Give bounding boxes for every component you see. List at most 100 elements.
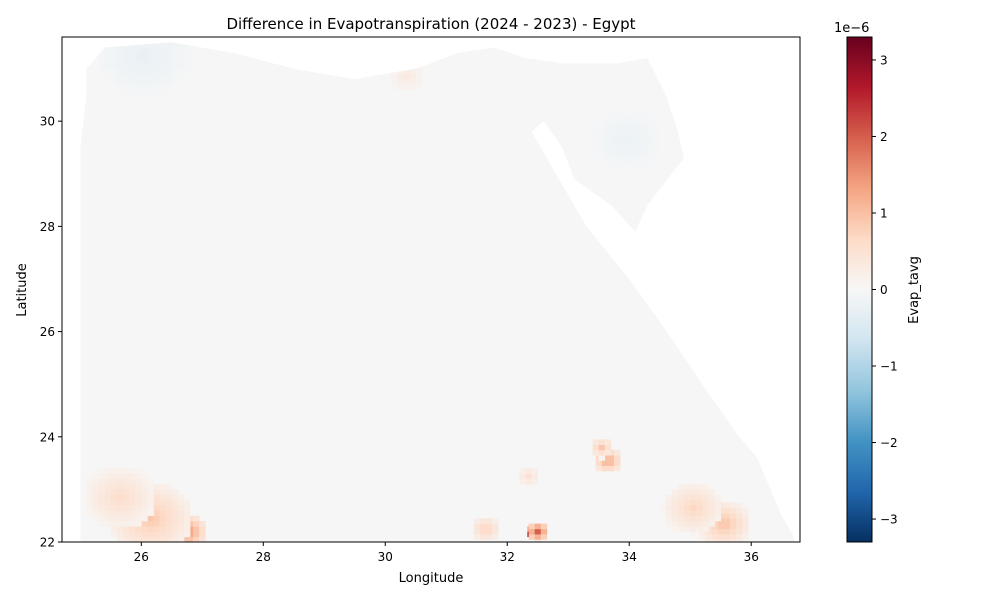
heatmap-cell: [623, 142, 630, 148]
heatmap-cell: [711, 528, 718, 535]
heatmap-cell: [141, 16, 147, 22]
heatmap-cell: [92, 499, 99, 506]
heatmap-cell: [177, 536, 185, 543]
heatmap-cell: [153, 63, 160, 69]
heatmap-cell: [171, 79, 179, 85]
heatmap-cell: [135, 89, 142, 96]
heatmap-cell: [696, 510, 703, 516]
heatmap-cell: [617, 131, 624, 138]
heatmap-cell: [610, 152, 618, 159]
heatmap-cell: [111, 21, 117, 27]
x-tick-label: 32: [500, 550, 515, 564]
heatmap-cell: [729, 528, 737, 535]
heatmap-cell: [110, 478, 118, 485]
heatmap-cell: [540, 523, 548, 530]
heatmap-cell: [98, 505, 105, 511]
heatmap-cell: [708, 499, 715, 506]
heatmap-cell: [129, 468, 136, 474]
heatmap-cell: [159, 52, 166, 59]
heatmap-cell: [671, 515, 679, 522]
heatmap-cell: [592, 449, 599, 456]
heatmap-cell: [635, 163, 642, 169]
heatmap-cell: [711, 534, 718, 540]
heatmap-cell: [742, 528, 749, 535]
heatmap-cell: [153, 494, 160, 501]
heatmap-cell: [607, 460, 615, 467]
heatmap-cell: [473, 518, 481, 524]
heatmap-cell: [696, 499, 703, 506]
heatmap-cell: [598, 147, 606, 154]
heatmap-cell: [604, 110, 612, 117]
heatmap-cell: [193, 526, 200, 532]
heatmap-cell: [610, 110, 618, 117]
heatmap-cell: [98, 515, 105, 522]
heatmap-cell: [135, 42, 142, 48]
heatmap-cell: [635, 158, 642, 164]
y-tick-label: 24: [40, 430, 55, 444]
heatmap-cell: [147, 84, 154, 90]
heatmap-cell: [159, 494, 166, 501]
heatmap-cell: [165, 499, 173, 506]
heatmap-cell: [647, 131, 654, 138]
heatmap-cell: [610, 136, 618, 143]
heatmap-cell: [135, 484, 142, 490]
heatmap-cell: [110, 489, 118, 495]
heatmap-cell: [123, 27, 129, 33]
heatmap-cell: [629, 115, 636, 122]
heatmap-cell: [729, 518, 737, 524]
heatmap-cell: [135, 58, 142, 64]
heatmap-cell: [159, 484, 166, 490]
heatmap-cell: [736, 513, 743, 519]
heatmap-cell: [736, 523, 743, 530]
heatmap-cell: [665, 505, 673, 511]
heatmap-cell: [116, 510, 124, 516]
heatmap-cell: [528, 534, 535, 540]
heatmap-cell: [165, 510, 173, 516]
heatmap-cell: [671, 526, 679, 532]
heatmap-cell: [147, 52, 154, 59]
heatmap-cell: [165, 489, 173, 495]
heatmap-cell: [665, 521, 673, 527]
heatmap-cell: [617, 110, 624, 117]
heatmap-cell: [409, 84, 417, 90]
heatmap-cell: [708, 505, 715, 511]
heatmap-cell: [641, 126, 648, 132]
heatmap-cell: [598, 115, 606, 122]
heatmap-cell: [629, 147, 636, 154]
colorbar-multiplier: 1e−6: [834, 21, 869, 36]
y-tick-label: 28: [40, 220, 55, 234]
heatmap-cell: [135, 63, 142, 69]
heatmap-cell: [479, 534, 487, 540]
heatmap-cell: [104, 494, 112, 501]
heatmap-cell: [178, 32, 184, 38]
heatmap-cell: [123, 499, 130, 506]
heatmap-cell: [129, 68, 136, 75]
heatmap-cell: [110, 68, 118, 75]
heatmap-cell: [614, 455, 621, 461]
heatmap-cell: [141, 68, 148, 75]
heatmap-cell: [629, 131, 636, 138]
heatmap-cell: [92, 510, 99, 516]
heatmap-cell: [696, 484, 703, 490]
heatmap-cell: [92, 494, 99, 501]
heatmap-cell: [531, 473, 538, 480]
heatmap-cell: [598, 455, 606, 461]
heatmap-cell: [166, 27, 172, 33]
heatmap-cell: [184, 52, 191, 59]
heatmap-cell: [123, 468, 130, 474]
heatmap-cell: [159, 542, 166, 543]
heatmap-cell: [177, 526, 185, 532]
heatmap-cell: [391, 73, 398, 80]
heatmap-cell: [177, 68, 185, 75]
heatmap-cell: [479, 523, 487, 530]
heatmap-cell: [86, 478, 93, 485]
heatmap-cell: [104, 521, 112, 527]
heatmap-cell: [153, 505, 160, 511]
heatmap-cell: [110, 79, 118, 85]
heatmap-cell: [165, 494, 173, 501]
heatmap-cell: [129, 526, 136, 532]
heatmap-cell: [123, 494, 130, 501]
colorbar: −3 −2 −1 0 1 2 3 1e−6 Evap_tavg: [834, 21, 922, 543]
heatmap-cell: [614, 460, 621, 467]
heatmap-cell: [135, 521, 142, 527]
